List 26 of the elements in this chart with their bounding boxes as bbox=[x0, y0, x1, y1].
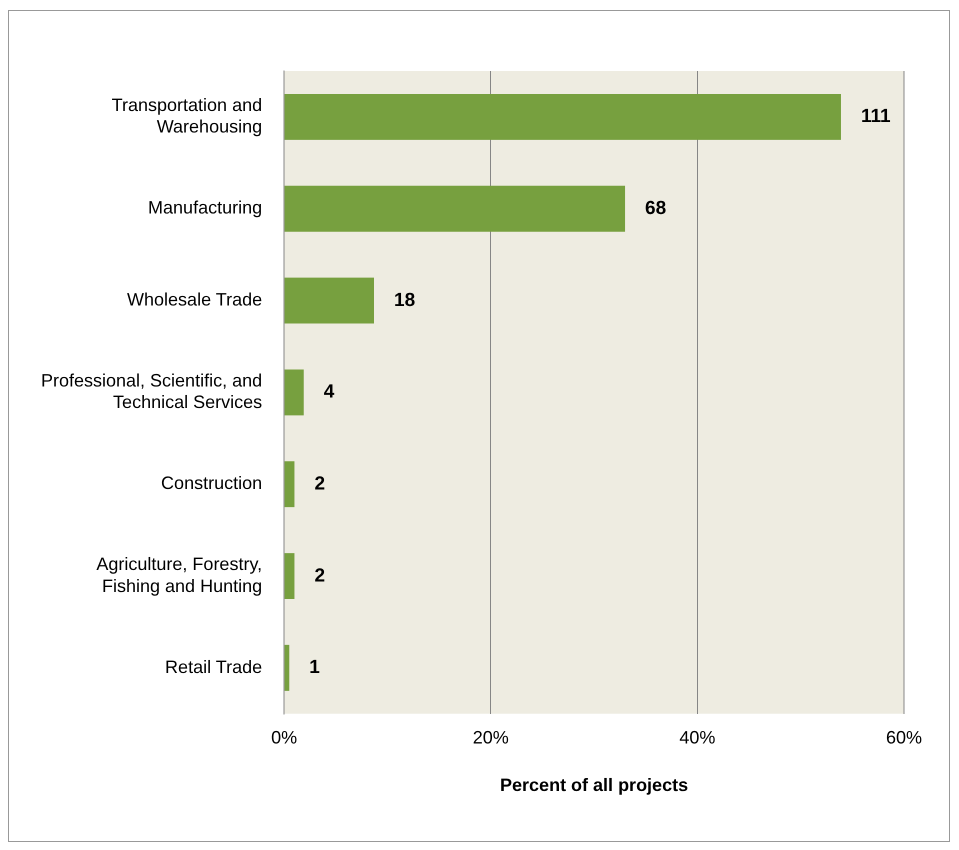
annotation: 18 bbox=[394, 290, 416, 311]
annotation: 68 bbox=[645, 198, 666, 219]
annotation: 4 bbox=[324, 382, 335, 403]
y-tick-label: Agriculture, Forestry, Fishing and Hunting bbox=[96, 554, 262, 596]
bar bbox=[284, 461, 294, 508]
y-tick-label: Manufacturing bbox=[148, 198, 262, 218]
bar bbox=[284, 553, 294, 600]
x-tick-label: 20% bbox=[472, 728, 509, 748]
annotation: 2 bbox=[314, 473, 326, 494]
annotation: 1 bbox=[309, 657, 320, 678]
bar bbox=[284, 369, 304, 416]
y-tick-label: Wholesale Trade bbox=[127, 290, 262, 310]
annotation: 2 bbox=[314, 565, 326, 586]
y-tick-label: Construction bbox=[161, 473, 262, 494]
bar bbox=[284, 278, 374, 324]
bar bbox=[284, 186, 626, 232]
y-tick-label: Transportation and Warehousing bbox=[112, 95, 262, 137]
y-tick-label: Professional, Scientific, and Technical Services bbox=[40, 370, 262, 412]
x-axis-title: Percent of all projects bbox=[500, 775, 688, 796]
y-tick-label: Retail Trade bbox=[165, 656, 262, 677]
annotation: 111 bbox=[860, 106, 892, 128]
bar bbox=[284, 644, 290, 691]
x-tick-label: 40% bbox=[679, 728, 716, 748]
x-tick-label: 0% bbox=[271, 728, 298, 748]
x-tick-label: 60% bbox=[886, 728, 922, 748]
bar bbox=[284, 94, 841, 140]
